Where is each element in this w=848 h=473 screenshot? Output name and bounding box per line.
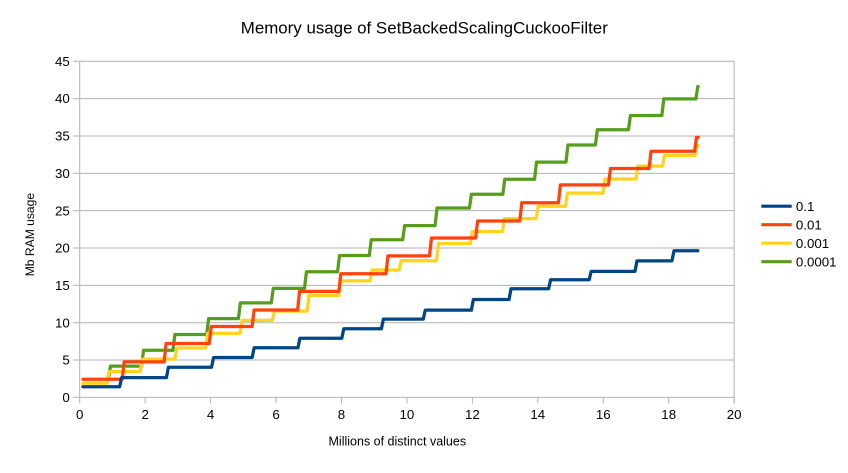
- svg-text:Millions of distinct values: Millions of distinct values: [329, 434, 467, 448]
- svg-text:Memory usage of SetBackedScali: Memory usage of SetBackedScalingCuckooFi…: [241, 18, 608, 37]
- svg-text:0.1: 0.1: [796, 199, 815, 214]
- svg-text:40: 40: [55, 91, 70, 106]
- svg-text:2: 2: [141, 407, 148, 422]
- svg-text:20: 20: [55, 241, 70, 256]
- svg-text:5: 5: [62, 353, 69, 368]
- svg-text:20: 20: [727, 407, 742, 422]
- svg-text:30: 30: [55, 166, 70, 181]
- svg-text:14: 14: [530, 407, 545, 422]
- svg-text:6: 6: [272, 407, 279, 422]
- svg-text:10: 10: [55, 315, 70, 330]
- svg-text:16: 16: [596, 407, 611, 422]
- svg-text:35: 35: [55, 129, 70, 144]
- svg-text:8: 8: [338, 407, 345, 422]
- svg-text:12: 12: [465, 407, 480, 422]
- svg-text:4: 4: [207, 407, 214, 422]
- svg-text:10: 10: [400, 407, 415, 422]
- svg-text:15: 15: [55, 278, 70, 293]
- svg-text:Mb RAM usage: Mb RAM usage: [23, 193, 37, 277]
- svg-text:0.01: 0.01: [796, 217, 822, 232]
- svg-text:0: 0: [62, 390, 69, 405]
- svg-text:0.001: 0.001: [796, 236, 829, 251]
- svg-text:18: 18: [661, 407, 676, 422]
- svg-text:0.0001: 0.0001: [796, 254, 837, 269]
- svg-text:25: 25: [55, 203, 70, 218]
- svg-text:45: 45: [55, 54, 70, 69]
- svg-text:0: 0: [76, 407, 83, 422]
